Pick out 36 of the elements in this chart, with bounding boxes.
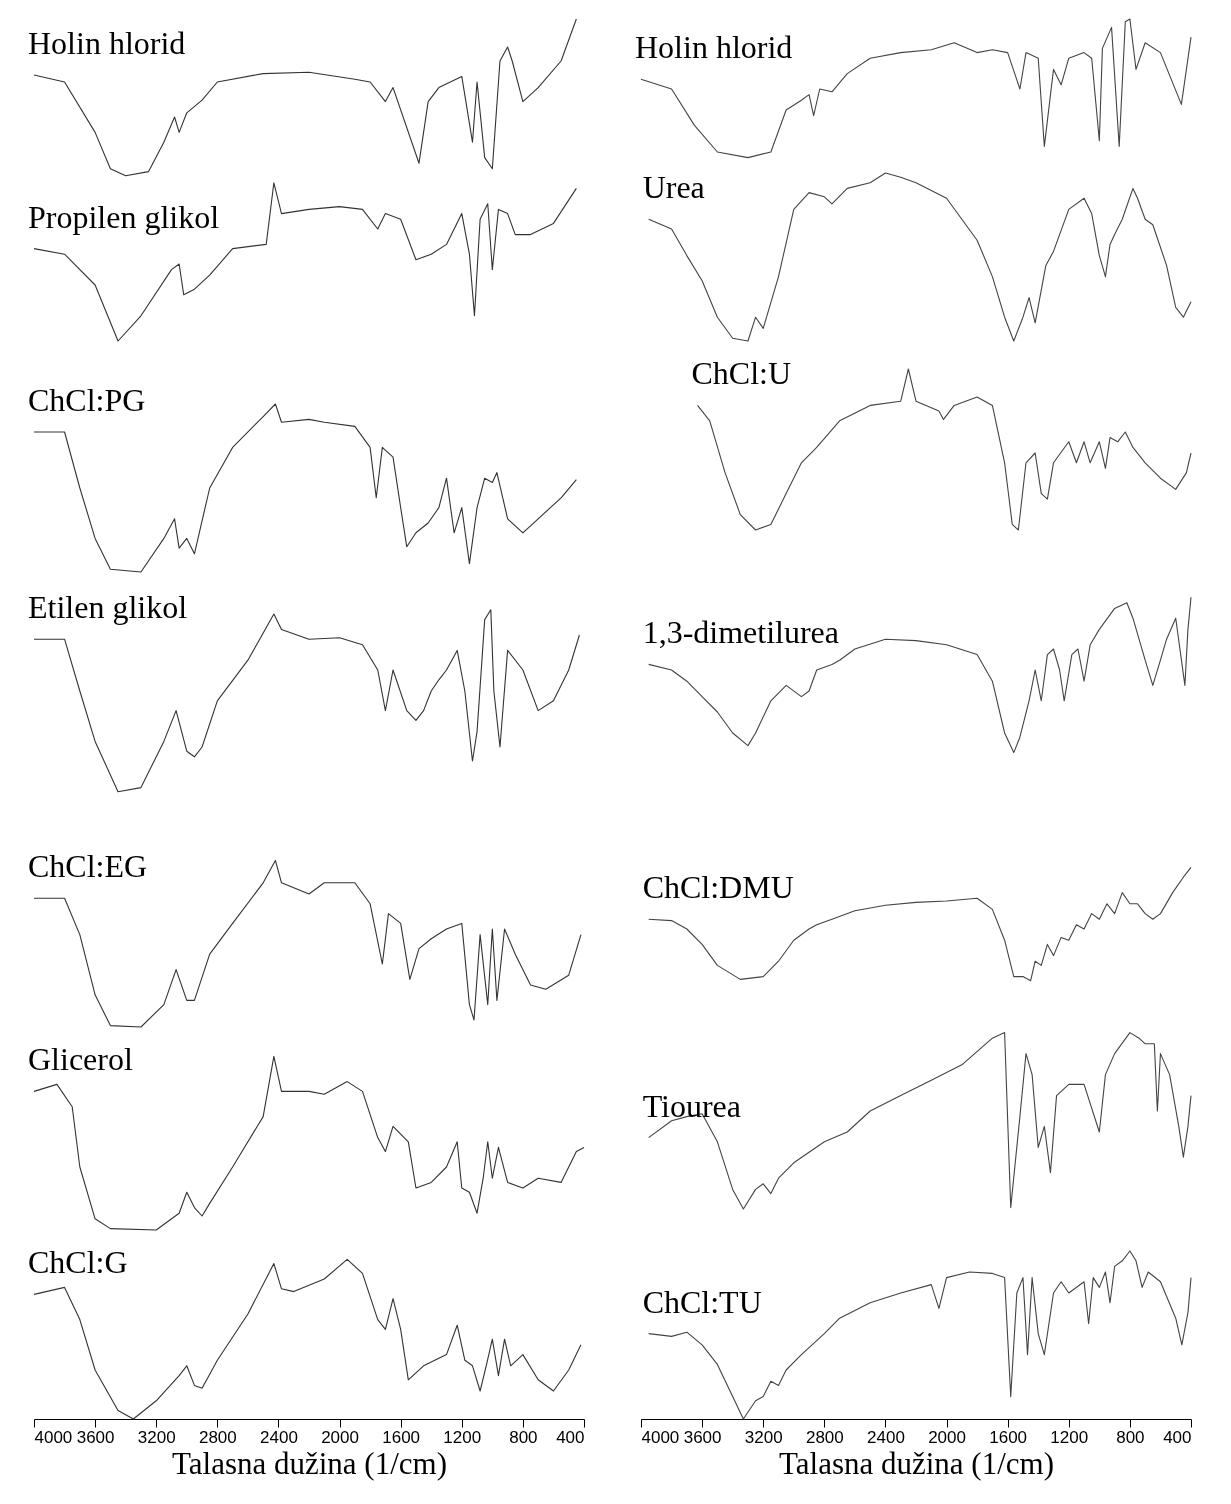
series-label: Urea — [642, 169, 705, 206]
series-label: ChCl:EG — [28, 848, 148, 885]
x-tick-label: 1200 — [443, 1427, 482, 1447]
x-tick-label: 1600 — [382, 1427, 421, 1447]
series-label: ChCl:U — [691, 355, 792, 392]
x-tick-label: 3200 — [137, 1427, 176, 1447]
series-label: Glicerol — [28, 1041, 133, 1078]
series-label: ChCl:PG — [28, 382, 146, 418]
x-tick-label: 400 — [1163, 1427, 1192, 1447]
x-tick-label: 2000 — [321, 1427, 359, 1447]
x-tick-label: 1600 — [989, 1427, 1028, 1447]
x-tick-label: 2800 — [805, 1427, 844, 1447]
x-tick-label: 1200 — [1050, 1427, 1089, 1447]
x-tick-label: 4000 — [34, 1427, 73, 1447]
series-label: Propilen glikol — [28, 198, 220, 235]
series-label: 1,3-dimetilurea — [642, 614, 840, 651]
series-label: ChCl:DMU — [642, 869, 794, 906]
x-tick-label: 3200 — [744, 1427, 783, 1447]
x-tick-label: 3600 — [76, 1427, 115, 1447]
x-axis-title: Talasna dužina (1/cm) — [172, 1445, 447, 1481]
x-tick-label: 800 — [509, 1427, 538, 1447]
x-axis-title: Talasna dužina (1/cm) — [779, 1445, 1054, 1481]
x-tick-label: 2800 — [198, 1427, 237, 1447]
x-tick-label: 2400 — [867, 1427, 905, 1447]
series-label: ChCl:TU — [642, 1283, 762, 1320]
series-label: Etilen glikol — [28, 589, 188, 626]
series-label: Holin hlorid — [28, 25, 186, 61]
series-label: Holin hlorid — [635, 29, 793, 66]
series-label: Tiourea — [642, 1087, 742, 1124]
x-tick-label: 800 — [1116, 1427, 1145, 1447]
x-tick-label: 4000 — [641, 1427, 680, 1447]
series-label: ChCl:G — [28, 1244, 128, 1281]
x-tick-label: 400 — [556, 1427, 585, 1447]
x-tick-label: 2400 — [260, 1427, 298, 1447]
x-tick-label: 3600 — [683, 1427, 722, 1447]
x-tick-label: 2000 — [928, 1427, 966, 1447]
